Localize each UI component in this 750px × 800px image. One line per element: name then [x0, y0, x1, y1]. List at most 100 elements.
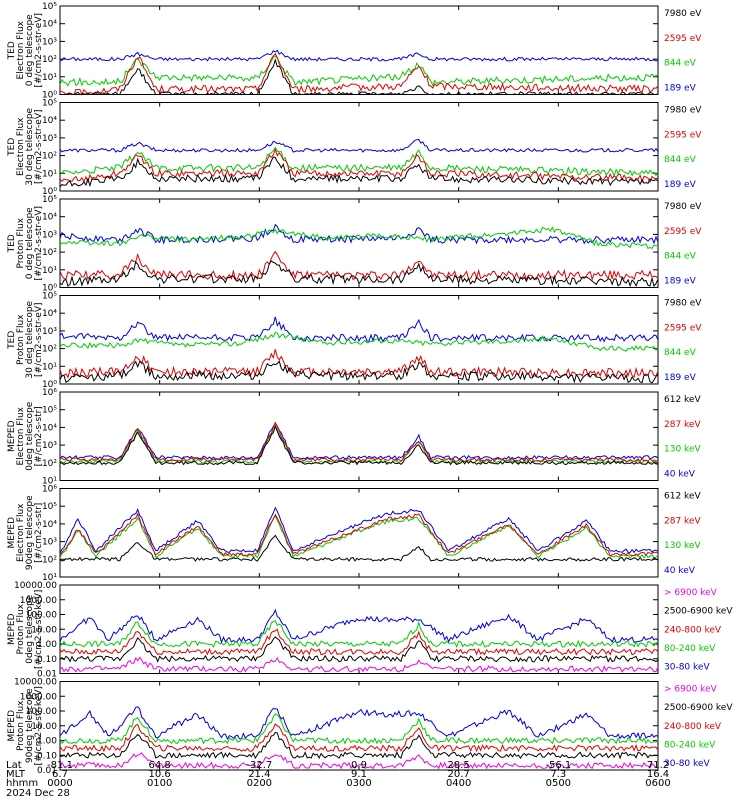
y-tick-label: 10³: [42, 134, 57, 144]
panel-3: 10⁰ 10¹ 10² 10³ 10⁴ 10⁵ TED Proton Flux 0 deg te…: [7, 195, 702, 294]
y-tick-label: 10³: [42, 230, 57, 240]
legend-entry: 844 eV: [664, 155, 697, 165]
y-axis-label: Proton Flux: [16, 217, 26, 268]
y-tick-label: 10000.00: [14, 581, 57, 591]
footer-label-hhmm: hhmm: [6, 778, 38, 789]
y-tick-label: 10⁵: [42, 406, 57, 416]
y-tick-label: 10²: [42, 345, 57, 355]
y-tick-label: 10⁰: [42, 284, 57, 294]
y-tick-label: 10¹: [42, 73, 57, 83]
legend-entry: > 6900 keV: [664, 588, 718, 598]
legend-entry: 40 keV: [664, 566, 696, 576]
legend-entry: 80-240 keV: [664, 644, 716, 654]
legend-entry: 189 eV: [664, 180, 697, 190]
series-line: [59, 156, 659, 188]
legend-entry: 30-80 keV: [664, 759, 710, 769]
y-tick-label: 10³: [42, 37, 57, 47]
footer-lat-value: 0.9: [351, 760, 367, 771]
series-line: [59, 331, 659, 352]
legend-entry: 287 keV: [664, 420, 701, 430]
y-tick-label: 10⁶: [42, 485, 57, 495]
y-tick-label: 10¹: [42, 169, 57, 179]
y-axis-label: [#/cm2-s-str-keV]: [34, 686, 44, 765]
y-tick-label: 10²: [42, 459, 57, 469]
y-tick-label: 10⁴: [42, 213, 57, 223]
footer-date: 2024 Dec 28: [6, 788, 70, 799]
legend-entry: 130 keV: [664, 445, 701, 455]
panel-frame: [59, 198, 659, 288]
footer-mlt-value: 6.7: [52, 769, 68, 780]
y-tick-label: 10²: [42, 55, 57, 65]
legend-entry: 287 keV: [664, 516, 701, 526]
panel-frame: [59, 391, 659, 481]
legend-entry: 189 eV: [664, 373, 697, 383]
legend-entry: 240-800 keV: [664, 722, 722, 732]
y-tick-label: 10¹: [42, 573, 57, 583]
series-line: [59, 636, 659, 663]
panel-6: 10¹ 10² 10³ 10⁴ 10⁵ 10⁶ MEPED Electron Flux 90de…: [7, 485, 701, 584]
panel-5: 10¹ 10² 10³ 10⁴ 10⁵ 10⁶ MEPED Electron Flux 0deg…: [7, 388, 701, 487]
series-line: [59, 534, 659, 562]
series-line: [59, 512, 658, 557]
series-line: [59, 349, 659, 379]
legend-entry: 80-240 keV: [664, 740, 716, 750]
y-tick-label: 10¹: [42, 477, 57, 487]
legend-entry: 130 keV: [664, 541, 701, 551]
y-axis-label: 0 deg telescope: [25, 14, 35, 86]
footer-label-mlt: MLT: [6, 769, 26, 780]
footer-axis: Lat MLT hhmm 2024 Dec 28 -81.1 64.8 -32.7 0…: [6, 760, 671, 799]
y-axis-label: MEPED: [7, 420, 17, 452]
y-axis-label: [#/cm2-s-str-keV]: [34, 590, 44, 669]
legend-entry: 612 keV: [664, 395, 701, 405]
y-axis-label: Electron Flux: [16, 20, 26, 79]
y-axis-label: Electron Flux: [16, 503, 26, 562]
footer-mlt-value: 10.6: [149, 769, 171, 780]
legend-entry: 2595 eV: [664, 130, 702, 140]
y-axis-label: [#/cm2-s-str-eV]: [34, 206, 44, 281]
y-tick-label: 0.10: [37, 751, 57, 761]
y-tick-label: 10¹: [42, 266, 57, 276]
y-tick-label: 10⁴: [42, 20, 57, 30]
series-line: [59, 424, 659, 466]
legend-entry: 2595 eV: [664, 34, 702, 44]
y-tick-label: 10²: [42, 248, 57, 258]
series-line: [59, 360, 659, 384]
y-tick-label: 10⁵: [42, 502, 57, 512]
series-line: [59, 706, 659, 741]
y-axis-label: 90deg telescope: [25, 495, 35, 570]
y-axis-label: 90deg telescope: [25, 688, 35, 763]
series-line: [59, 421, 659, 461]
y-tick-label: 0.10: [37, 655, 57, 665]
footer-lat-value: 71.2: [647, 760, 669, 771]
y-axis-label: Electron Flux: [16, 117, 26, 176]
y-tick-label: 10²: [42, 152, 57, 162]
series-line: [59, 223, 659, 245]
y-axis-label: MEPED: [7, 613, 17, 645]
series-line: [59, 608, 659, 644]
panel-7: 0.01 0.10 1.00 10.00 100.00 1000.00 10000.00 ME…: [7, 581, 733, 680]
y-axis-label: 0deg telescope: [25, 594, 35, 664]
footer-hhmm-value: 0500: [546, 778, 571, 789]
y-tick-label: 0.01: [37, 766, 57, 776]
y-tick-label: 1000.00: [20, 596, 57, 606]
legend-entry: 7980 eV: [664, 106, 702, 116]
y-tick-label: 100.00: [26, 707, 58, 717]
y-tick-label: 10⁵: [42, 195, 57, 205]
y-tick-label: 10.00: [31, 625, 57, 635]
y-axis-label: Proton Flux: [16, 314, 26, 365]
series-line: [59, 752, 659, 770]
y-axis-label: [#/cm2-s-str-eV]: [34, 13, 44, 88]
footer-lat-value: -56.1: [545, 760, 571, 771]
legend-entry: 189 eV: [664, 277, 697, 287]
legend-entry: 844 eV: [664, 348, 697, 358]
series-line: [59, 713, 659, 745]
series-line: [59, 250, 659, 281]
legend-entry: 844 eV: [664, 59, 697, 69]
y-tick-label: 10⁶: [42, 388, 57, 398]
legend-entry: 2500-6900 keV: [664, 607, 733, 617]
y-tick-label: 1.00: [37, 737, 57, 747]
series-line: [59, 226, 658, 250]
footer-mlt-value: 16.4: [647, 769, 669, 780]
y-tick-label: 10000.00: [14, 678, 57, 688]
